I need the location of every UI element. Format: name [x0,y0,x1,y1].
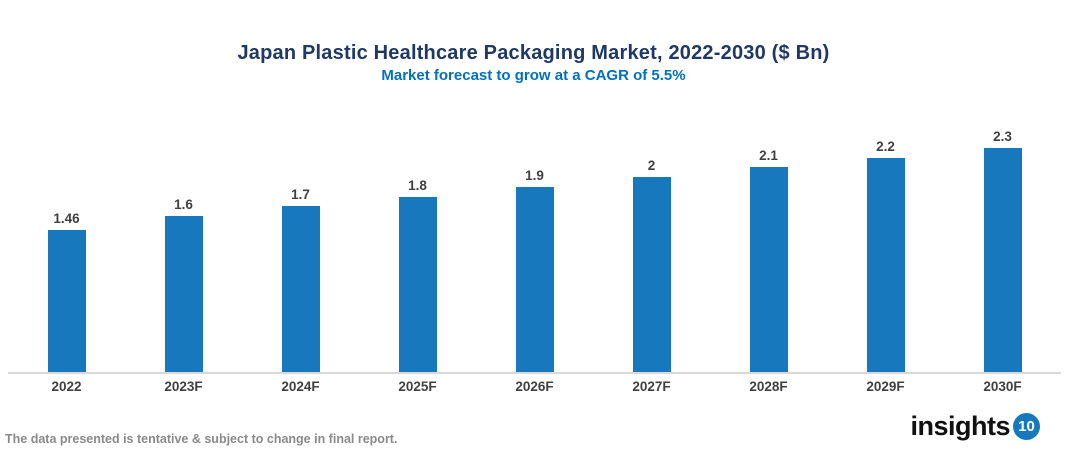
x-axis-label: 2022 [51,379,82,394]
bar-value-label: 2 [647,158,656,173]
chart-subtitle: Market forecast to grow at a CAGR of 5.5… [381,67,686,84]
bar-2024F [281,206,320,372]
bar-value-label: 2.3 [993,129,1012,144]
bar-column: 1.7 [242,118,359,372]
x-axis-label: 2024F [281,379,320,394]
bar-value-label: 2.2 [876,139,895,154]
bar-column: 2 [593,118,710,372]
bar-value-label: 1.9 [525,168,544,183]
bar-column: 1.46 [8,118,125,372]
x-axis-label: 2026F [515,379,554,394]
bar-column: 1.9 [476,118,593,372]
logo-badge: 10 [1013,413,1040,440]
bar-2029F [866,158,905,372]
x-axis-labels: 2022 2023F 2024F 2025F 2026F 2027F 2028F 2029F 2… [8,374,1061,394]
bar-column: 2.2 [827,118,944,372]
bar-chart: 1.46 1.6 1.7 1.8 1.9 2 2.1 2.2 2.3 2022 2023F 2024… [8,118,1061,394]
bar-column: 2.1 [710,118,827,372]
bar-2023F [164,216,203,372]
bar-2022 [47,230,86,372]
x-axis-label: 2030F [983,379,1022,394]
bar-value-label: 1.46 [53,211,80,226]
bar-value-label: 2.1 [759,148,778,163]
x-axis-label: 2027F [632,379,671,394]
bar-value-label: 1.8 [408,178,427,193]
bar-2025F [398,197,437,372]
bar-value-label: 1.7 [291,187,310,202]
bar-2027F [632,177,671,372]
chart-title: Japan Plastic Healthcare Packaging Marke… [237,42,830,64]
x-axis-label: 2029F [866,379,905,394]
disclaimer-text: The data presented is tentative & subjec… [5,432,398,446]
bar-2028F [749,167,788,372]
bar-2030F [983,148,1022,372]
logo-text: insights [910,411,1010,441]
bar-2026F [515,187,554,372]
insights10-logo: insights 10 [910,411,1040,442]
bar-column: 1.6 [125,118,242,372]
x-axis-label: 2023F [164,379,203,394]
x-axis-label: 2028F [749,379,788,394]
bar-column: 1.8 [359,118,476,372]
x-axis-label: 2025F [398,379,437,394]
bar-value-label: 1.6 [174,197,193,212]
bar-column: 2.3 [944,118,1061,372]
plot-area: 1.46 1.6 1.7 1.8 1.9 2 2.1 2.2 2.3 [8,118,1061,374]
